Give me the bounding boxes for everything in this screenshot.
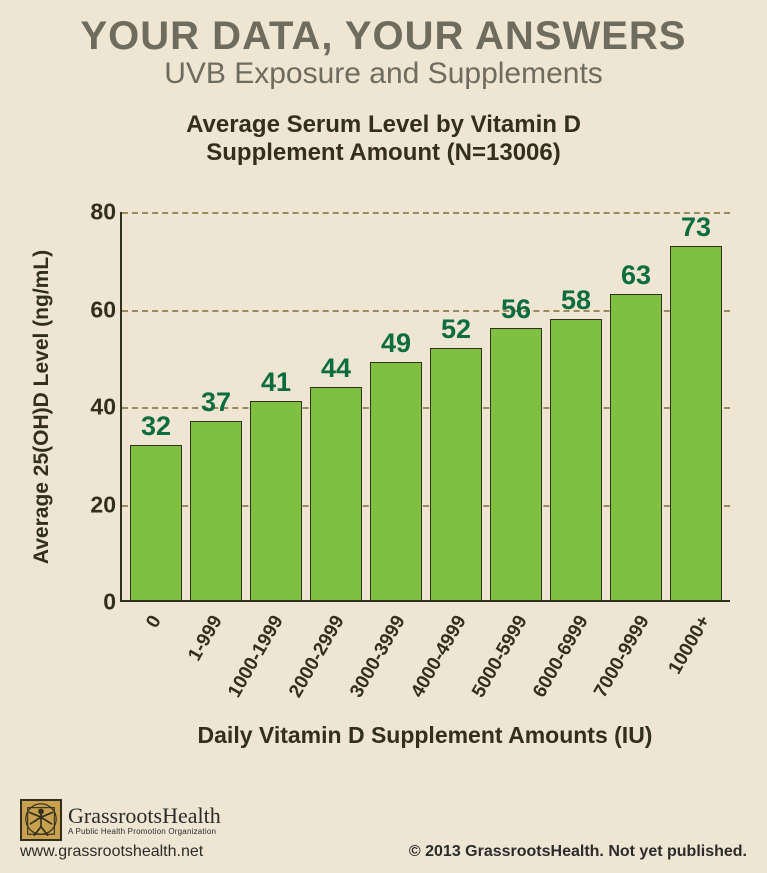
logo-row: GrassrootsHealth A Public Health Promoti… [20,799,221,841]
bar-value-label: 49 [381,328,411,359]
x-tick-slot: 6000-6999 [547,606,608,736]
x-tick-slot: 10000+ [669,606,730,736]
y-tick: 40 [82,394,116,421]
bar-value-label: 41 [261,367,291,398]
x-tick-slot: 4000-4999 [425,606,486,736]
x-tick-slot: 5000-5999 [486,606,547,736]
y-axis-label: Average 25(OH)D Level (ng/mL) [30,250,54,564]
bar-value-label: 37 [201,387,231,418]
bar-value-label: 32 [141,411,171,442]
bars: 32 37 41 44 49 52 56 58 63 73 [122,212,730,600]
chart-title-line1: Average Serum Level by Vitamin D [0,111,767,139]
bar-value-label: 44 [321,353,351,384]
y-tick: 60 [82,296,116,323]
org-tagline: A Public Health Promotion Organization [68,827,221,836]
x-axis-ticks: 0 1-9991000-19992000-29993000-39994000-49… [120,606,730,736]
org-url: www.grassrootshealth.net [20,843,221,861]
footer: GrassrootsHealth A Public Health Promoti… [0,789,767,873]
x-tick-slot: 3000-3999 [364,606,425,736]
bar-chart: Average 25(OH)D Level (ng/mL) 020406080 … [48,212,738,762]
y-tick: 20 [82,491,116,518]
logo-text: GrassrootsHealth A Public Health Promoti… [68,805,221,836]
x-tick-slot: 2000-2999 [303,606,364,736]
bar-slot: 32 [126,212,186,600]
org-name: GrassrootsHealth [68,805,221,827]
bar-slot: 37 [186,212,246,600]
y-tick: 0 [82,589,116,616]
x-tick-slot: 0 [120,606,181,736]
page: YOUR DATA, YOUR ANSWERS UVB Exposure and… [0,0,767,873]
x-tick-slot: 1-999 [181,606,242,736]
copyright: © 2013 GrassrootsHealth. Not yet publish… [409,843,747,861]
bar-value-label: 73 [681,212,711,243]
logo-icon [20,799,62,841]
bar: 32 [130,445,183,600]
x-tick-label: 0 [147,603,171,623]
bar-value-label: 58 [561,285,591,316]
x-tick-slot: 1000-1999 [242,606,303,736]
bar-value-label: 56 [501,294,531,325]
chart-title: Average Serum Level by Vitamin D Supplem… [0,111,767,166]
logo-block: GrassrootsHealth A Public Health Promoti… [20,799,221,861]
bar-value-label: 52 [441,314,471,345]
chart-title-line2: Supplement Amount (N=13006) [0,139,767,167]
header: YOUR DATA, YOUR ANSWERS UVB Exposure and… [0,0,767,91]
y-tick: 80 [82,199,116,226]
x-tick-slot: 7000-9999 [608,606,669,736]
vitruvian-icon [22,801,60,839]
subtitle: UVB Exposure and Supplements [0,57,767,91]
main-title: YOUR DATA, YOUR ANSWERS [0,14,767,59]
bar-slot: 41 [246,212,306,600]
x-axis-label: Daily Vitamin D Supplement Amounts (IU) [120,722,730,749]
bar-value-label: 63 [621,260,651,291]
